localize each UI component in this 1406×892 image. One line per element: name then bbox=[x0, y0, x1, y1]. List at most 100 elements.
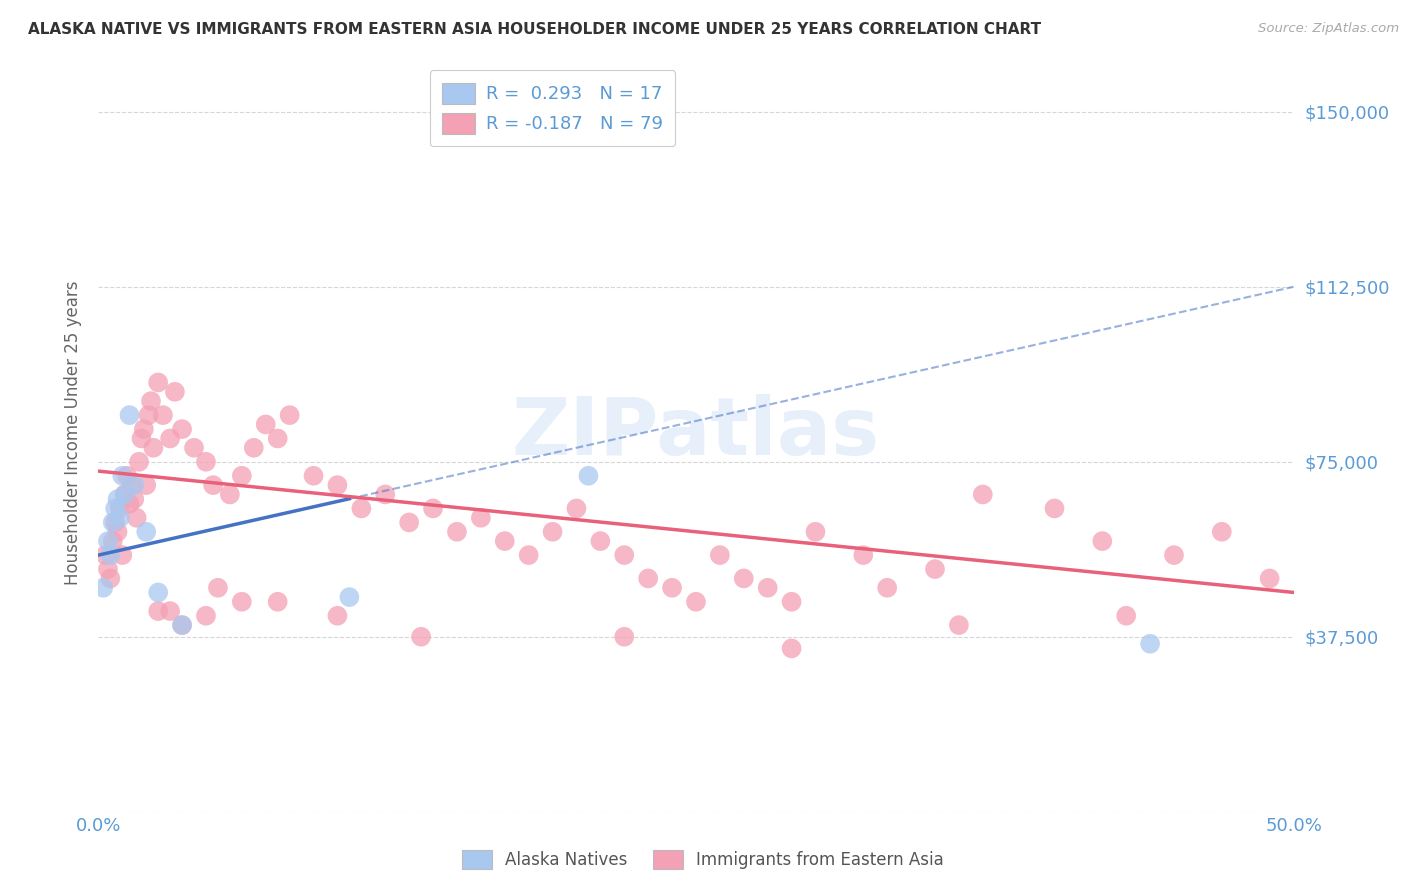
Point bbox=[108, 501, 131, 516]
Point bbox=[804, 524, 827, 539]
Point bbox=[107, 524, 129, 539]
Point bbox=[326, 608, 349, 623]
Point bbox=[780, 595, 803, 609]
Point bbox=[148, 604, 170, 618]
Point bbox=[709, 548, 731, 562]
Point bbox=[202, 478, 225, 492]
Point bbox=[172, 618, 194, 632]
Point bbox=[94, 548, 117, 562]
Point bbox=[733, 571, 755, 585]
Point bbox=[172, 422, 194, 436]
Point bbox=[207, 581, 229, 595]
Point bbox=[302, 468, 325, 483]
Point bbox=[876, 581, 898, 595]
Point bbox=[231, 595, 253, 609]
Point bbox=[637, 571, 659, 585]
Point bbox=[685, 595, 707, 609]
Point bbox=[125, 510, 148, 524]
Text: ALASKA NATIVE VS IMMIGRANTS FROM EASTERN ASIA HOUSEHOLDER INCOME UNDER 25 YEARS : ALASKA NATIVE VS IMMIGRANTS FROM EASTERN… bbox=[28, 22, 1040, 37]
Point bbox=[1139, 637, 1161, 651]
Point bbox=[118, 408, 141, 422]
Point bbox=[114, 487, 136, 501]
Point bbox=[142, 441, 165, 455]
Point bbox=[194, 608, 217, 623]
Point bbox=[1043, 501, 1066, 516]
Point bbox=[350, 501, 373, 516]
Point bbox=[159, 604, 181, 618]
Legend: R =  0.293   N = 17, R = -0.187   N = 79: R = 0.293 N = 17, R = -0.187 N = 79 bbox=[430, 70, 675, 146]
Point bbox=[231, 468, 253, 483]
Point bbox=[398, 516, 420, 530]
Point bbox=[852, 548, 875, 562]
Point bbox=[613, 548, 636, 562]
Point bbox=[111, 468, 134, 483]
Point bbox=[565, 501, 588, 516]
Point bbox=[138, 408, 160, 422]
Point bbox=[121, 478, 143, 492]
Point bbox=[411, 630, 433, 644]
Point bbox=[194, 455, 217, 469]
Point bbox=[97, 562, 120, 576]
Point bbox=[172, 618, 194, 632]
Point bbox=[104, 501, 127, 516]
Point bbox=[267, 432, 290, 446]
Point bbox=[131, 432, 153, 446]
Point bbox=[159, 432, 181, 446]
Point bbox=[972, 487, 994, 501]
Point bbox=[101, 516, 124, 530]
Point bbox=[780, 641, 803, 656]
Point bbox=[254, 417, 277, 432]
Point bbox=[613, 630, 636, 644]
Point bbox=[948, 618, 970, 632]
Text: ZIPatlas: ZIPatlas bbox=[512, 393, 880, 472]
Point bbox=[97, 534, 120, 549]
Point bbox=[494, 534, 516, 549]
Point bbox=[470, 510, 492, 524]
Point bbox=[924, 562, 946, 576]
Point bbox=[148, 376, 170, 390]
Point bbox=[111, 548, 134, 562]
Point bbox=[183, 441, 205, 455]
Point bbox=[163, 384, 186, 399]
Point bbox=[1258, 571, 1281, 585]
Point bbox=[98, 571, 122, 585]
Point bbox=[101, 534, 124, 549]
Point bbox=[135, 478, 157, 492]
Point bbox=[589, 534, 612, 549]
Point bbox=[219, 487, 242, 501]
Text: Source: ZipAtlas.com: Source: ZipAtlas.com bbox=[1258, 22, 1399, 36]
Y-axis label: Householder Income Under 25 years: Householder Income Under 25 years bbox=[65, 280, 83, 585]
Point bbox=[337, 590, 360, 604]
Point bbox=[541, 524, 564, 539]
Point bbox=[756, 581, 779, 595]
Point bbox=[517, 548, 540, 562]
Point bbox=[242, 441, 264, 455]
Point bbox=[118, 497, 141, 511]
Point bbox=[326, 478, 349, 492]
Point bbox=[152, 408, 174, 422]
Point bbox=[661, 581, 683, 595]
Point bbox=[98, 548, 122, 562]
Point bbox=[148, 585, 170, 599]
Point bbox=[91, 581, 114, 595]
Point bbox=[114, 487, 136, 501]
Point bbox=[422, 501, 444, 516]
Point bbox=[576, 468, 599, 483]
Point bbox=[278, 408, 301, 422]
Legend: Alaska Natives, Immigrants from Eastern Asia: Alaska Natives, Immigrants from Eastern … bbox=[453, 840, 953, 880]
Point bbox=[1163, 548, 1185, 562]
Point bbox=[104, 516, 127, 530]
Point bbox=[124, 478, 146, 492]
Point bbox=[267, 595, 290, 609]
Point bbox=[108, 510, 131, 524]
Point bbox=[139, 394, 162, 409]
Point bbox=[1115, 608, 1137, 623]
Point bbox=[128, 455, 150, 469]
Point bbox=[374, 487, 396, 501]
Point bbox=[115, 468, 138, 483]
Point bbox=[107, 492, 129, 507]
Point bbox=[135, 524, 157, 539]
Point bbox=[1091, 534, 1114, 549]
Point bbox=[124, 492, 146, 507]
Point bbox=[1211, 524, 1233, 539]
